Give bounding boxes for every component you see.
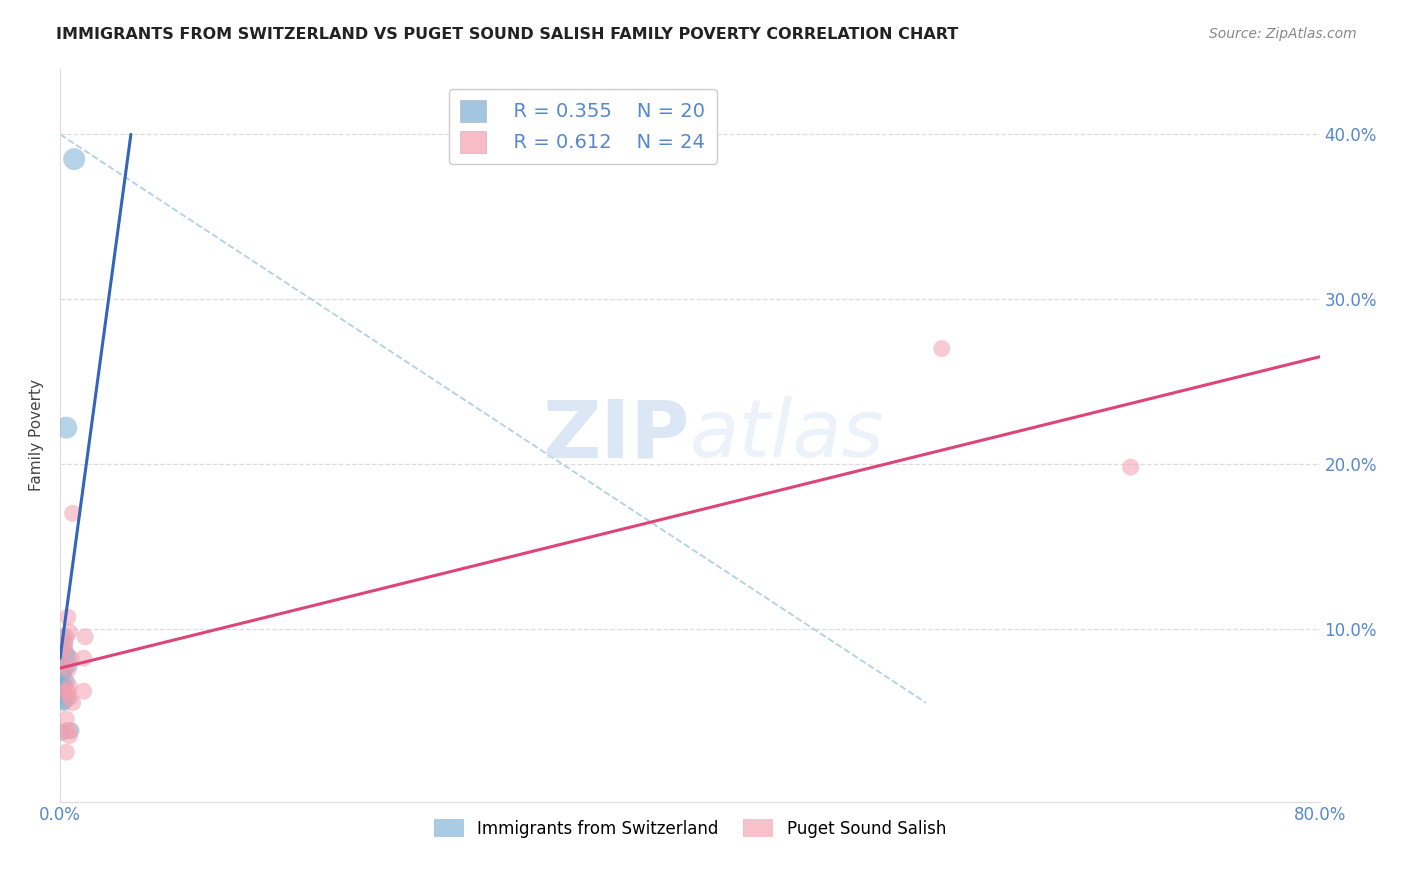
Point bbox=[60, 651, 83, 665]
Point bbox=[52, 667, 75, 681]
Point bbox=[62, 696, 84, 710]
Point bbox=[53, 634, 76, 648]
Point bbox=[55, 723, 77, 738]
Point bbox=[56, 690, 79, 705]
Point bbox=[55, 745, 77, 759]
Point bbox=[53, 663, 76, 677]
Point bbox=[55, 630, 77, 644]
Point bbox=[52, 641, 75, 656]
Point bbox=[931, 342, 953, 356]
Point bbox=[55, 420, 77, 434]
Text: IMMIGRANTS FROM SWITZERLAND VS PUGET SOUND SALISH FAMILY POVERTY CORRELATION CHA: IMMIGRANTS FROM SWITZERLAND VS PUGET SOU… bbox=[56, 27, 959, 42]
Point bbox=[58, 679, 80, 693]
Point bbox=[51, 725, 73, 739]
Point bbox=[62, 506, 84, 520]
Point bbox=[63, 152, 86, 166]
Point bbox=[56, 649, 79, 664]
Point bbox=[72, 684, 94, 698]
Point bbox=[56, 610, 79, 624]
Point bbox=[58, 624, 80, 639]
Legend: Immigrants from Switzerland, Puget Sound Salish: Immigrants from Switzerland, Puget Sound… bbox=[427, 813, 953, 845]
Y-axis label: Family Poverty: Family Poverty bbox=[30, 379, 44, 491]
Point bbox=[56, 663, 79, 677]
Point bbox=[51, 679, 73, 693]
Point bbox=[75, 630, 97, 644]
Point bbox=[51, 674, 73, 689]
Point bbox=[55, 646, 77, 660]
Point bbox=[53, 694, 76, 708]
Point bbox=[53, 679, 76, 693]
Point bbox=[55, 684, 77, 698]
Point bbox=[55, 712, 77, 726]
Text: atlas: atlas bbox=[690, 396, 884, 474]
Point bbox=[53, 638, 76, 652]
Text: ZIP: ZIP bbox=[543, 396, 690, 474]
Point bbox=[58, 729, 80, 743]
Point bbox=[1119, 460, 1142, 475]
Point bbox=[58, 690, 80, 705]
Point bbox=[51, 641, 73, 656]
Point bbox=[72, 651, 94, 665]
Point bbox=[52, 696, 75, 710]
Text: Source: ZipAtlas.com: Source: ZipAtlas.com bbox=[1209, 27, 1357, 41]
Point bbox=[53, 657, 76, 672]
Point bbox=[51, 657, 73, 672]
Point bbox=[52, 684, 75, 698]
Point bbox=[58, 657, 80, 672]
Point bbox=[58, 723, 80, 738]
Point bbox=[60, 723, 83, 738]
Point bbox=[52, 630, 75, 644]
Point bbox=[55, 674, 77, 689]
Point bbox=[56, 684, 79, 698]
Point bbox=[51, 688, 73, 702]
